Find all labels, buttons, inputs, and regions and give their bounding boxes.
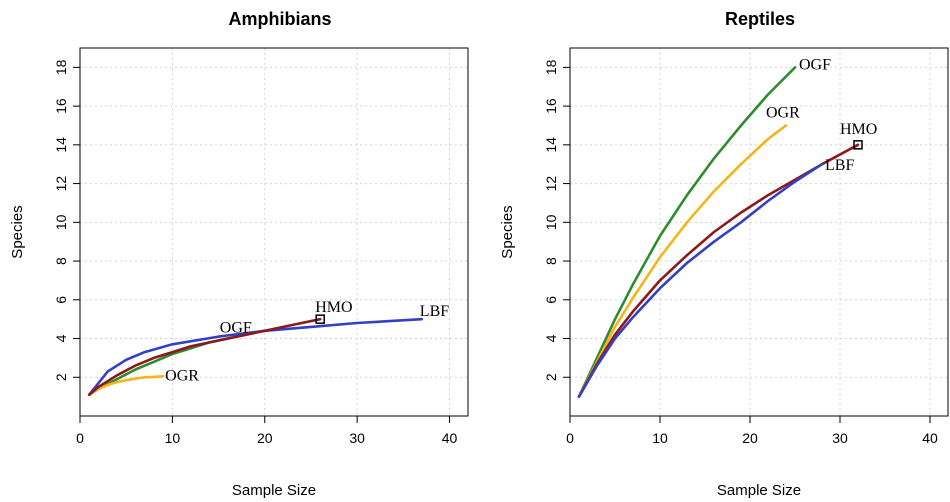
- y-tick-label: 2: [53, 373, 69, 381]
- x-tick-label: 30: [832, 430, 848, 446]
- x-tick-label: 0: [566, 430, 574, 446]
- y-tick-label: 16: [543, 98, 559, 114]
- plot-frame: [79, 47, 469, 417]
- y-tick-label: 6: [53, 296, 69, 304]
- series-label-ogr: OGR: [165, 367, 199, 384]
- y-tick-label: 14: [543, 137, 559, 153]
- plot-frame: [569, 47, 949, 417]
- marker-hmo: [315, 314, 325, 324]
- x-tick-label: 0: [76, 430, 84, 446]
- y-tick-label: 10: [543, 214, 559, 230]
- x-tick-label: 10: [165, 430, 181, 446]
- series-line-lbf: [87, 317, 424, 396]
- y-tick-label: 2: [543, 373, 559, 381]
- reptiles-y-axis-title: Species: [499, 205, 516, 258]
- x-tick-label: 20: [742, 430, 758, 446]
- reptiles-title: Reptiles: [725, 9, 795, 29]
- y-tick-label: 8: [53, 257, 69, 265]
- series-line-ogf: [577, 66, 797, 398]
- reptiles-x-axis-title: Sample Size: [717, 482, 801, 499]
- y-tick-label: 12: [543, 176, 559, 192]
- x-tick-label: 40: [922, 430, 938, 446]
- series-label-lbf: LBF: [825, 157, 854, 174]
- marker-hmo: [853, 140, 863, 150]
- y-tick-label: 6: [543, 296, 559, 304]
- series-line-hmo: [577, 143, 860, 398]
- series-line-lbf: [577, 162, 824, 398]
- amphibians-y-axis-title: Species: [9, 205, 26, 258]
- series-label-ogf: OGF: [220, 320, 252, 337]
- series-line-ogr: [87, 375, 165, 396]
- y-tick-label: 16: [53, 98, 69, 114]
- y-tick-label: 18: [543, 59, 559, 75]
- amphibians-chart: Amphibians Sample Size Species 0 10 20 30 40…: [9, 9, 469, 499]
- amphibians-x-axis-title: Sample Size: [232, 482, 316, 499]
- y-tick-label: 10: [53, 214, 69, 230]
- series-label-hmo: HMO: [840, 121, 877, 138]
- y-tick-label: 12: [53, 176, 69, 192]
- x-tick-label: 10: [652, 430, 668, 446]
- y-tick-label: 14: [53, 137, 69, 153]
- series-label-ogf: OGF: [799, 56, 831, 73]
- y-tick-label: 8: [543, 257, 559, 265]
- y-tick-label: 4: [543, 334, 559, 342]
- series-label-ogr: OGR: [766, 104, 800, 121]
- x-tick-label: 20: [257, 430, 273, 446]
- series-line-ogr: [577, 124, 788, 398]
- series-label-hmo: HMO: [315, 299, 352, 316]
- amphibians-title: Amphibians: [228, 9, 331, 29]
- reptiles-chart: Reptiles Sample Size Species 0 10 20 30 40 2 4…: [499, 9, 949, 499]
- x-tick-label: 40: [442, 430, 458, 446]
- series-line-hmo: [87, 317, 322, 396]
- y-tick-label: 4: [53, 334, 69, 342]
- y-tick-label: 18: [53, 59, 69, 75]
- x-tick-label: 30: [349, 430, 365, 446]
- series-label-lbf: LBF: [420, 303, 449, 320]
